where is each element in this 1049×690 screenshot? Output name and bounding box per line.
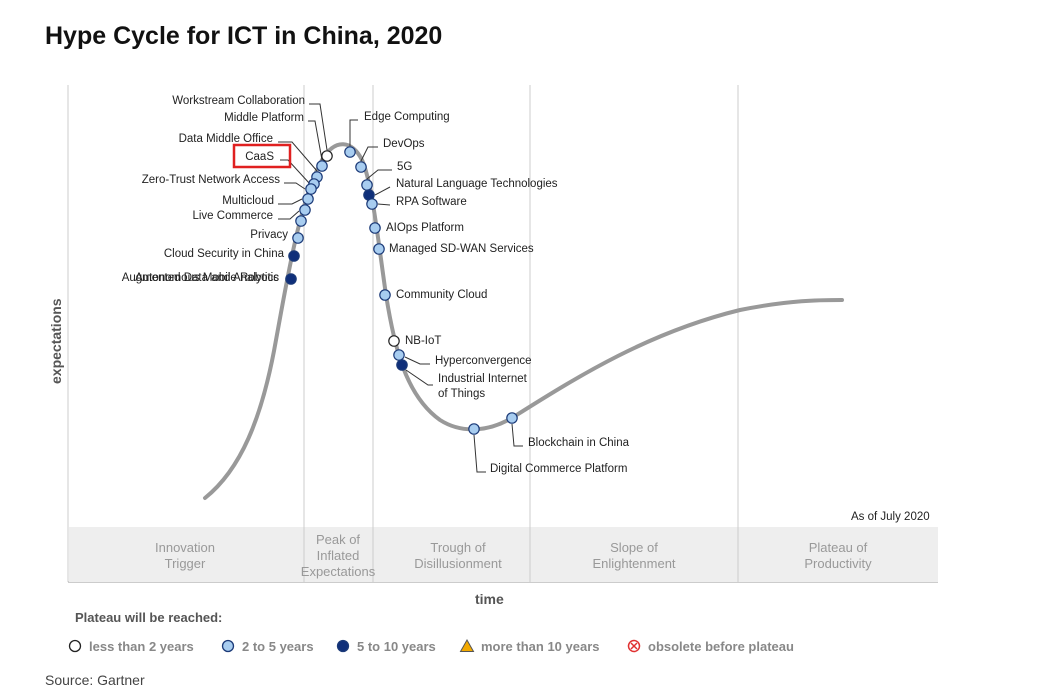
marker-community-cloud (379, 289, 391, 301)
leader-edge-computing (349, 119, 358, 146)
label-zero-trust-network-access: Zero-Trust Network Access (142, 174, 280, 186)
marker-nb-iot (388, 335, 400, 347)
legend-symbol-gt10 (459, 638, 475, 652)
marker-cloud-security-in-china (292, 232, 304, 244)
label-devops: DevOps (383, 138, 425, 150)
leader-industrial-internet-of-things (405, 369, 433, 386)
marker-rpa-software (366, 198, 378, 210)
legend-item-gt10: more than 10 years (459, 638, 600, 654)
marker-edge-computing (344, 146, 356, 158)
label-cloud-security-in-china: Cloud Security in China (164, 248, 285, 260)
legend-item-5to10: 5 to 10 years (336, 639, 436, 654)
legend-symbol-2to5 (221, 639, 235, 653)
hype-cycle-chart: Innovation Trigger Peak of Inflated Expectat… (48, 85, 938, 654)
marker-privacy (295, 215, 307, 227)
phase-label-trough: Trough of Disillusionment (414, 540, 502, 571)
label-autonomous-mobile-robotic: Autonomous Mobile Robotic (135, 272, 279, 284)
phase-label-innovation-trigger: Innovation Trigger (155, 540, 215, 571)
legend-label-obsolete: obsolete before plateau (648, 639, 794, 654)
label-caas: CaaS (245, 151, 274, 163)
as-of-label: As of July 2020 (851, 511, 930, 523)
marker-aiops-platform (369, 222, 381, 234)
label-industrial-internet-of-things: Industrial Internet of Things (438, 373, 528, 400)
label-community-cloud: Community Cloud (396, 289, 487, 301)
leader-multicloud (278, 198, 303, 205)
leader-blockchain-in-china (511, 423, 523, 447)
phase-label-slope: Slope of Enlightenment (592, 540, 675, 571)
leader-data-middle-office (278, 141, 318, 172)
label-augmented-data-and-analytics: Augmented Data and Analytics (122, 272, 280, 284)
label-middle-platform: Middle Platform (224, 112, 304, 124)
label-live-commerce: Live Commerce (192, 210, 273, 222)
caas-highlight-box (232, 143, 292, 169)
leader-devops (360, 146, 378, 162)
label-rpa-software: RPA Software (396, 196, 467, 208)
leader-live-commerce (278, 210, 300, 220)
label-workstream-collaboration: Workstream Collaboration (172, 95, 305, 107)
phase-label-plateau: Plateau of Productivity (804, 540, 872, 571)
legend-symbol-5to10 (336, 639, 350, 653)
legend-label-5to10: 5 to 10 years (357, 639, 436, 654)
label-digital-commerce-platform: Digital Commerce Platform (490, 463, 627, 475)
label-privacy: Privacy (250, 229, 288, 241)
legend-label-2to5: 2 to 5 years (242, 639, 314, 654)
legend-title: Plateau will be reached: (75, 610, 222, 625)
marker-5g (361, 179, 373, 191)
marker-digital-commerce-platform (468, 423, 480, 435)
x-axis-label: time (475, 591, 504, 607)
marker-multicloud (302, 193, 314, 205)
leader-digital-commerce-platform (473, 434, 486, 473)
leader-hyperconvergence (404, 356, 430, 365)
legend-symbol-lt2 (68, 639, 82, 653)
marker-devops (355, 161, 367, 173)
leader-caas (280, 159, 311, 185)
hype-curve (203, 142, 844, 500)
label-nb-iot: NB-IoT (405, 335, 441, 347)
label-blockchain-in-china: Blockchain in China (528, 437, 630, 449)
leader-5g (366, 169, 392, 180)
marker-blockchain-in-china (506, 412, 518, 424)
marker-hyperconvergence (393, 349, 405, 361)
source-note: Source: Gartner (45, 672, 145, 688)
marker-zero-trust-network-access (305, 183, 317, 195)
label-managed-sd-wan-services: Managed SD-WAN Services (389, 243, 534, 255)
legend-item-2to5: 2 to 5 years (221, 639, 314, 654)
marker-autonomous-mobile-robotic (285, 273, 297, 285)
phase-band (69, 527, 938, 582)
label-data-middle-office: Data Middle Office (179, 133, 273, 145)
leader-zero-trust-network-access (284, 182, 306, 190)
leader-middle-platform (308, 120, 323, 161)
marker-live-commerce (299, 204, 311, 216)
marker-augmented-data-and-analytics (288, 250, 300, 262)
chart-title: Hype Cycle for ICT in China, 2020 (45, 22, 443, 50)
label-natural-language-technologies: Natural Language Technologies (396, 178, 558, 190)
legend-symbol-x (630, 642, 638, 650)
legend-label-gt10: more than 10 years (481, 639, 600, 654)
marker-industrial-internet-of-things (396, 359, 408, 371)
marker-middle-platform (316, 160, 328, 172)
label-edge-computing: Edge Computing (364, 111, 450, 123)
marker-workstream-collaboration (321, 150, 333, 162)
label-hyperconvergence: Hyperconvergence (435, 355, 532, 367)
label-multicloud: Multicloud (222, 195, 274, 207)
phase-label-peak: Peak of Inflated Expectations (301, 532, 376, 579)
leader-rpa-software (377, 203, 391, 206)
legend-label-lt2: less than 2 years (89, 639, 194, 654)
leader-workstream-collaboration (309, 103, 328, 151)
marker-managed-sd-wan-services (373, 243, 385, 255)
y-axis-label: expectations (48, 298, 64, 384)
legend-item-lt2: less than 2 years (68, 639, 194, 654)
legend: less than 2 years 2 to 5 years 5 to 10 yea… (68, 638, 794, 654)
legend-item-obsolete: obsolete before plateau (627, 639, 794, 654)
leader-natural-language-technologies (374, 186, 391, 196)
label-aiops-platform: AIOps Platform (386, 222, 464, 234)
label-5g: 5G (397, 161, 412, 173)
